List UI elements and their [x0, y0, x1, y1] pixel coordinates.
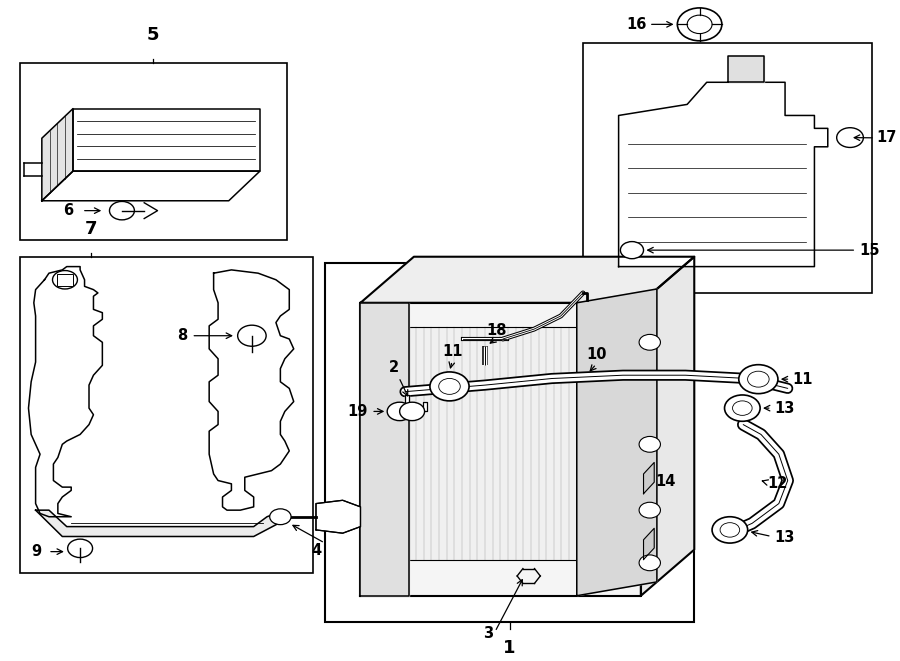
Polygon shape: [316, 500, 361, 533]
Circle shape: [270, 509, 291, 525]
Polygon shape: [618, 82, 828, 266]
Circle shape: [52, 270, 77, 289]
Polygon shape: [29, 266, 103, 517]
Text: 13: 13: [774, 530, 795, 545]
Text: 18: 18: [486, 323, 507, 338]
Polygon shape: [73, 108, 260, 171]
Polygon shape: [405, 395, 428, 411]
Bar: [409, 327, 577, 560]
Text: 3: 3: [483, 627, 493, 641]
Circle shape: [712, 517, 748, 543]
Circle shape: [748, 371, 770, 387]
Text: 11: 11: [792, 371, 813, 387]
Circle shape: [720, 523, 740, 537]
Text: 2: 2: [389, 360, 400, 375]
Circle shape: [68, 539, 93, 558]
Polygon shape: [41, 108, 73, 201]
Circle shape: [739, 365, 778, 394]
Circle shape: [678, 8, 722, 41]
Circle shape: [639, 502, 661, 518]
Polygon shape: [361, 303, 641, 596]
Circle shape: [387, 402, 412, 420]
Circle shape: [724, 395, 760, 421]
Text: 16: 16: [626, 17, 646, 32]
Text: 7: 7: [85, 220, 97, 239]
Polygon shape: [36, 510, 284, 537]
Circle shape: [687, 15, 712, 34]
Text: 14: 14: [655, 474, 676, 489]
Polygon shape: [644, 463, 654, 494]
Polygon shape: [41, 171, 260, 201]
Text: 9: 9: [32, 544, 41, 559]
Text: 17: 17: [877, 130, 897, 145]
Circle shape: [238, 325, 266, 346]
Bar: [583, 43, 872, 293]
Bar: [20, 63, 286, 240]
Polygon shape: [644, 528, 654, 559]
Circle shape: [639, 334, 661, 350]
Polygon shape: [209, 270, 293, 510]
Polygon shape: [641, 256, 694, 596]
Bar: [325, 263, 694, 622]
Circle shape: [400, 402, 425, 420]
Text: 1: 1: [503, 639, 516, 656]
Text: 10: 10: [586, 347, 607, 362]
Text: 8: 8: [176, 329, 187, 343]
Circle shape: [639, 436, 661, 452]
Text: 15: 15: [859, 243, 879, 258]
Bar: [20, 256, 313, 572]
Polygon shape: [361, 303, 409, 596]
Text: 19: 19: [347, 404, 367, 419]
Text: 12: 12: [768, 477, 788, 491]
Text: 4: 4: [310, 543, 321, 558]
Circle shape: [733, 401, 752, 415]
Text: 13: 13: [774, 401, 795, 416]
Circle shape: [438, 379, 460, 395]
Text: 11: 11: [442, 344, 463, 359]
Circle shape: [639, 555, 661, 570]
Circle shape: [620, 241, 643, 258]
Polygon shape: [728, 56, 764, 82]
Circle shape: [837, 128, 863, 147]
Circle shape: [430, 372, 469, 401]
Polygon shape: [361, 256, 694, 303]
Polygon shape: [577, 289, 657, 596]
Text: 5: 5: [147, 26, 159, 44]
Circle shape: [110, 202, 134, 220]
Bar: [57, 274, 73, 286]
Text: 6: 6: [63, 203, 73, 218]
